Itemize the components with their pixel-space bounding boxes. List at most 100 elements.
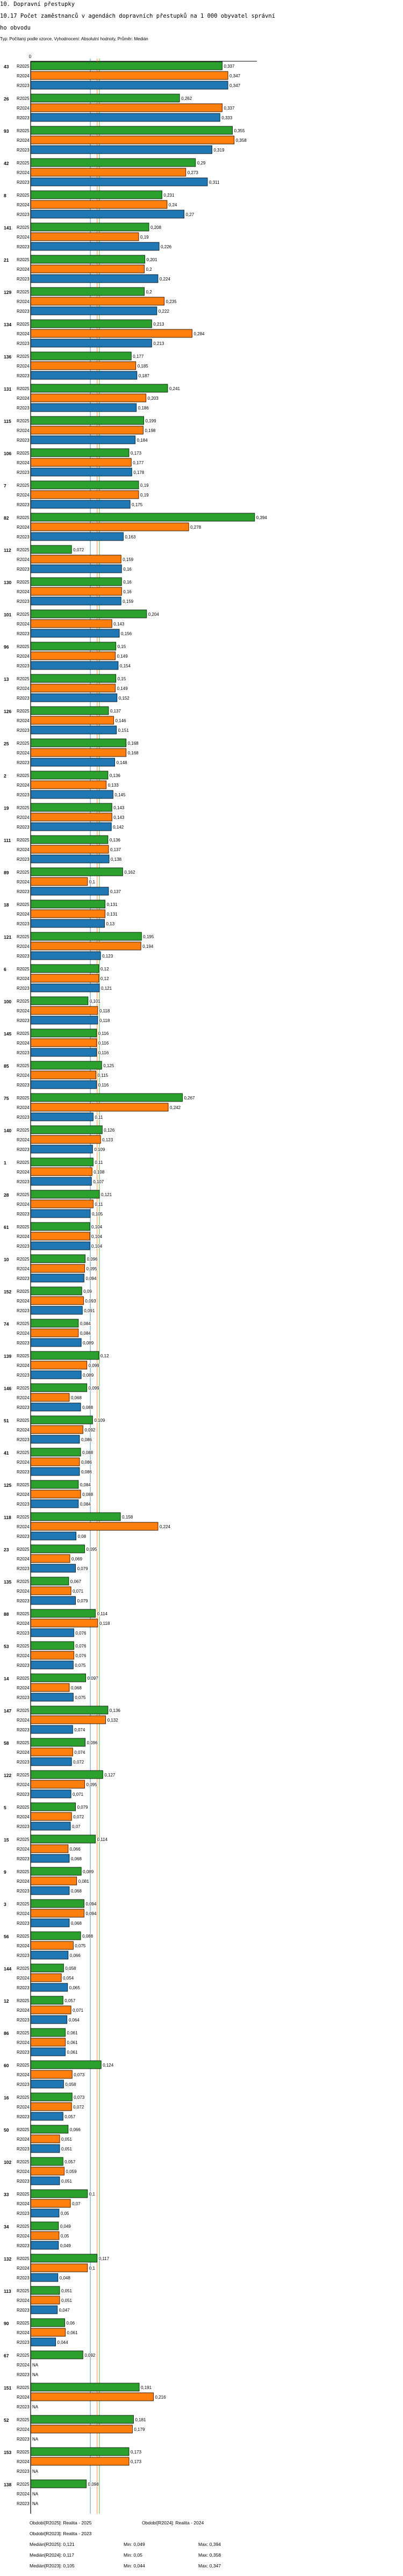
value-label: 0,137 bbox=[110, 847, 121, 852]
category-label: 26 bbox=[4, 96, 9, 102]
value-label: 0,061 bbox=[67, 2031, 78, 2035]
series-label: R2023 bbox=[17, 1921, 30, 1926]
bar-r2025 bbox=[30, 1802, 76, 1811]
bar-r2025 bbox=[30, 2060, 102, 2069]
series-label: R2023 bbox=[17, 922, 30, 926]
value-label: 0,057 bbox=[64, 2114, 76, 2119]
series-label: R2024 bbox=[17, 2040, 30, 2045]
series-label: R2024 bbox=[17, 1331, 30, 1336]
bar-r2023 bbox=[30, 2047, 66, 2056]
bar-r2025 bbox=[30, 2447, 129, 2456]
series-label: R2025 bbox=[17, 2031, 30, 2035]
value-label: 0,088 bbox=[82, 1450, 93, 1455]
series-label: R2024 bbox=[17, 718, 30, 723]
series-label: R2025 bbox=[17, 1386, 30, 1391]
value-label: 0,079 bbox=[77, 1566, 89, 1571]
category-label: 41 bbox=[4, 1450, 9, 1456]
category-label: 25 bbox=[4, 741, 9, 746]
category-label: 106 bbox=[4, 451, 11, 456]
series-label: R2025 bbox=[17, 419, 30, 423]
na-label: NA bbox=[32, 2437, 39, 2442]
category-label: 23 bbox=[4, 1547, 9, 1552]
bar-r2025 bbox=[30, 448, 129, 457]
bar-r2024 bbox=[30, 2263, 88, 2272]
category-label: 12 bbox=[4, 1998, 9, 2004]
value-label: 0,132 bbox=[107, 1718, 119, 1723]
series-label: R2024 bbox=[17, 2137, 30, 2142]
value-label: 0,201 bbox=[147, 257, 158, 262]
value-label: 0,177 bbox=[133, 460, 144, 465]
series-label: R2024 bbox=[17, 2234, 30, 2239]
bar-r2025 bbox=[30, 1351, 99, 1360]
series-label: R2024 bbox=[17, 1299, 30, 1304]
bar-r2024 bbox=[30, 909, 105, 918]
series-label: R2023 bbox=[17, 1760, 30, 1765]
series-label: R2025 bbox=[17, 1740, 30, 1745]
bar-r2025 bbox=[30, 1448, 81, 1457]
category-label: 146 bbox=[4, 1386, 11, 1391]
value-label: 0,284 bbox=[193, 332, 205, 336]
bar-r2024 bbox=[30, 393, 147, 402]
value-label: 0,123 bbox=[102, 954, 113, 959]
series-label: R2024 bbox=[17, 1202, 30, 1207]
na-label: NA bbox=[32, 2363, 39, 2368]
bar-r2023 bbox=[30, 2112, 63, 2121]
series-label: R2025 bbox=[17, 902, 30, 907]
series-label: R2023 bbox=[17, 1953, 30, 1958]
value-label: 0,093 bbox=[85, 1299, 96, 1304]
bar-r2025 bbox=[30, 1415, 93, 1424]
legend-max-r2023: Max: 0,347 bbox=[198, 2563, 221, 2568]
value-label: 0,136 bbox=[110, 838, 121, 843]
bar-r2025 bbox=[30, 2415, 134, 2424]
bar-r2024 bbox=[30, 1361, 88, 1370]
bar-r2024 bbox=[30, 1232, 90, 1241]
value-label: 0,15 bbox=[118, 677, 126, 681]
series-label: R2024 bbox=[17, 1976, 30, 1981]
value-label: 0,184 bbox=[137, 438, 148, 443]
bar-r2024 bbox=[30, 1296, 84, 1305]
bar-r2025 bbox=[30, 1190, 100, 1199]
value-label: 0,181 bbox=[135, 2417, 146, 2422]
value-label: 0,29 bbox=[197, 161, 206, 166]
bar-r2025 bbox=[30, 2189, 88, 2198]
value-label: 0,347 bbox=[229, 83, 241, 88]
value-label: 0,096 bbox=[87, 1257, 98, 1262]
bar-r2023 bbox=[30, 2015, 68, 2024]
category-label: 140 bbox=[4, 1128, 11, 1133]
category-label: 145 bbox=[4, 1031, 11, 1037]
series-label: R2023 bbox=[17, 1018, 30, 1023]
series-label: R2023 bbox=[17, 244, 30, 249]
bar-r2024 bbox=[30, 1199, 93, 1208]
bar-r2025 bbox=[30, 319, 152, 328]
series-label: R2023 bbox=[17, 954, 30, 959]
value-label: 0,072 bbox=[73, 548, 84, 552]
value-label: 0,068 bbox=[71, 1857, 82, 1861]
value-label: 0,186 bbox=[138, 406, 149, 411]
series-label: R2025 bbox=[17, 1676, 30, 1681]
bar-r2024 bbox=[30, 458, 132, 467]
series-label: R2023 bbox=[17, 1179, 30, 1184]
bar-r2023 bbox=[30, 2241, 59, 2250]
value-label: 0,162 bbox=[124, 870, 135, 875]
value-label: 0,057 bbox=[64, 2160, 76, 2164]
bar-r2025 bbox=[30, 2028, 66, 2037]
series-label: R2023 bbox=[17, 2211, 30, 2216]
value-label: 0,178 bbox=[133, 470, 145, 475]
value-label: 0,073 bbox=[74, 2095, 85, 2100]
value-label: 0,072 bbox=[73, 1760, 84, 1765]
legend-median-r2025: Medián[R2025]: 0,121 bbox=[30, 2542, 75, 2547]
bar-r2025 bbox=[30, 545, 72, 554]
series-label: R2025 bbox=[17, 838, 30, 843]
series-label: R2025 bbox=[17, 2063, 30, 2068]
series-label: R2023 bbox=[17, 1599, 30, 1603]
series-label: R2023 bbox=[17, 1534, 30, 1539]
value-label: 0,066 bbox=[70, 2127, 81, 2132]
bar-r2023 bbox=[30, 1112, 93, 1121]
value-label: 0,065 bbox=[69, 1985, 81, 1990]
series-label: R2025 bbox=[17, 548, 30, 552]
value-label: 0,337 bbox=[224, 106, 235, 111]
series-label: R2023 bbox=[17, 341, 30, 346]
section-title: 10. Dopravní přestupky bbox=[0, 1, 75, 8]
bar-r2023 bbox=[30, 2208, 60, 2218]
bar-r2023 bbox=[30, 983, 100, 992]
